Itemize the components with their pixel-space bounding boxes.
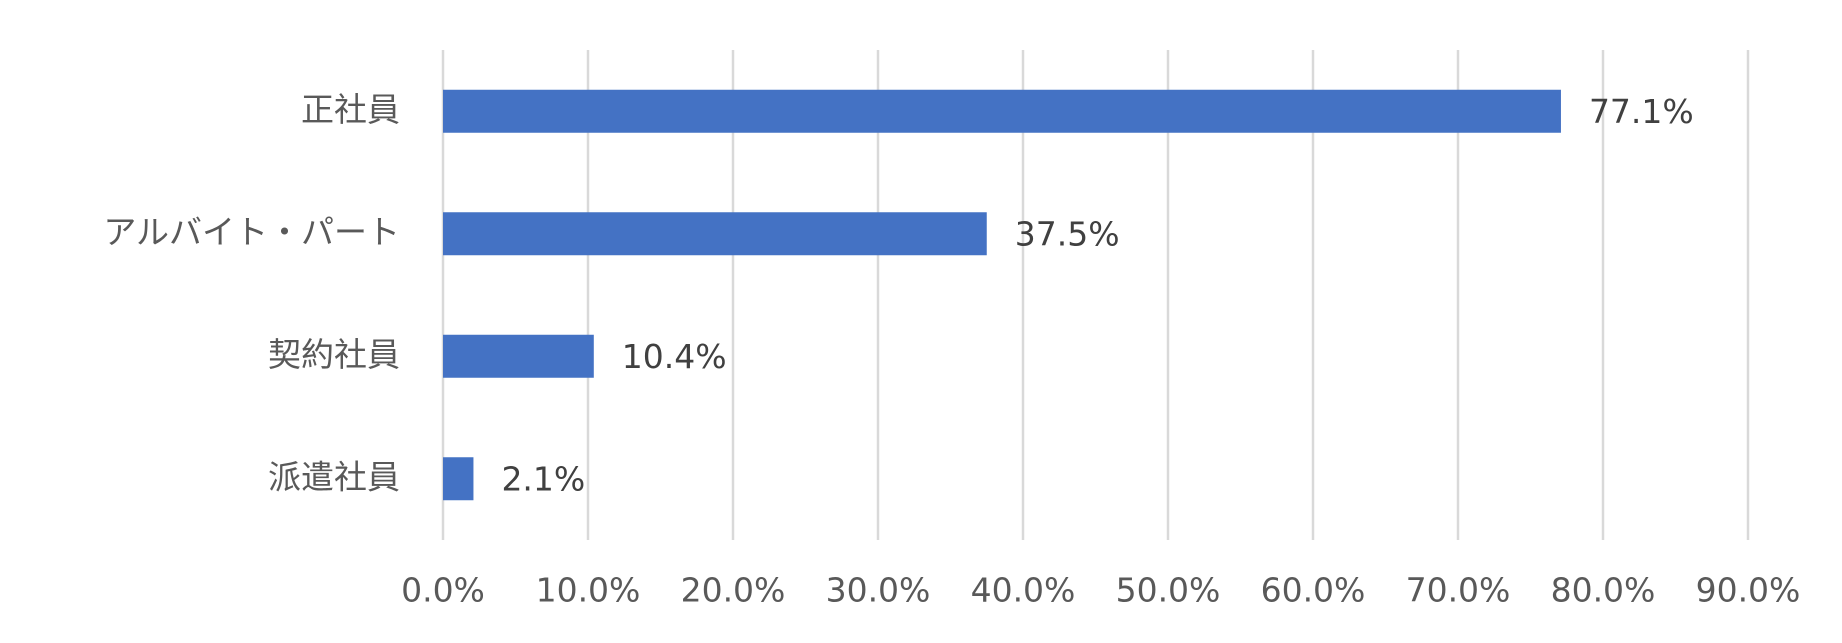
bar [443,457,474,501]
x-tick-label: 30.0% [826,571,931,610]
data-label: 77.1% [1589,92,1694,131]
data-label: 10.4% [622,337,727,376]
y-tick-label: 正社員 [301,90,400,129]
x-tick-label: 40.0% [971,571,1076,610]
x-tick-label: 50.0% [1116,571,1221,610]
bar [443,334,594,378]
y-tick-label: 契約社員 [268,335,400,374]
bar [443,89,1561,133]
x-tick-label: 90.0% [1696,571,1801,610]
x-tick-label: 70.0% [1406,571,1511,610]
bar [443,212,987,256]
x-tick-label: 0.0% [401,571,485,610]
data-label: 2.1% [501,459,585,498]
y-tick-label: アルバイト・パート [103,212,400,251]
y-tick-label: 派遣社員 [268,457,400,496]
x-tick-label: 60.0% [1261,571,1366,610]
data-label: 37.5% [1015,214,1120,253]
x-tick-label: 10.0% [536,571,641,610]
x-tick-label: 80.0% [1551,571,1656,610]
x-tick-label: 20.0% [681,571,786,610]
